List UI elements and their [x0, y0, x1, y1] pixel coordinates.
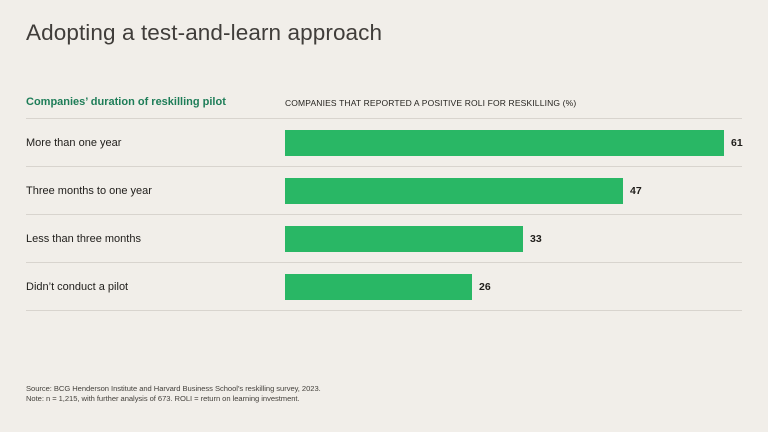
bar-value: 26	[479, 280, 491, 293]
note-line: Note: n = 1,215, with further analysis o…	[26, 394, 300, 404]
chart-left-column-header: Companies’ duration of reskilling pilot	[26, 96, 226, 108]
chart-row: More than one year 61	[26, 119, 743, 167]
bar	[285, 129, 724, 156]
source-note: Source: BCG Henderson Institute and Harv…	[26, 384, 321, 404]
bar-track: 26	[285, 273, 742, 300]
chart-header: Companies’ duration of reskilling pilot …	[26, 96, 742, 119]
chart-row: Didn’t conduct a pilot 26	[26, 263, 742, 311]
bar-track: 47	[285, 177, 742, 204]
page-title: Adopting a test-and-learn approach	[26, 20, 383, 45]
bar-track: 61	[285, 129, 743, 156]
bar	[285, 177, 623, 204]
chart-row: Three months to one year 47	[26, 167, 742, 215]
bar-value: 47	[630, 184, 642, 197]
row-label: More than one year	[26, 136, 122, 149]
source-line: Source: BCG Henderson Institute and Harv…	[26, 384, 321, 393]
chart-rows: More than one year 61 Three months to on…	[26, 119, 743, 311]
bar	[285, 225, 523, 252]
bar-track: 33	[285, 225, 742, 252]
row-label: Less than three months	[26, 232, 141, 245]
bar-value: 33	[530, 232, 542, 245]
bar	[285, 273, 472, 300]
chart-row: Less than three months 33	[26, 215, 742, 263]
chart-right-column-header: COMPANIES THAT REPORTED A POSITIVE ROLI …	[285, 98, 577, 108]
bar-chart: Companies’ duration of reskilling pilot …	[26, 96, 743, 311]
bar-value: 61	[731, 136, 743, 149]
row-label: Three months to one year	[26, 184, 152, 197]
row-label: Didn’t conduct a pilot	[26, 280, 129, 293]
